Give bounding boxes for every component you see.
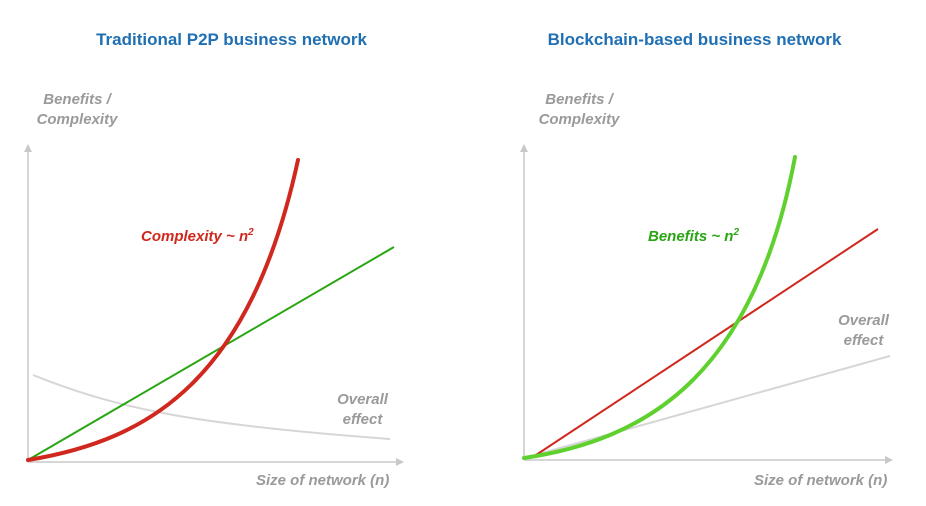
x-axis-arrow (396, 458, 404, 466)
y-axis-label: Benefits / Complexity (12, 90, 142, 130)
x-axis-label: Size of network (n) (754, 472, 888, 489)
benefits-annotation-text: Benefits ~ n (648, 228, 734, 245)
overall-effect-line2: effect (342, 411, 383, 428)
y-axis-arrow (520, 144, 528, 152)
y-axis-label-line2: Complexity (36, 111, 118, 128)
x-axis-label: Size of network (n) (256, 472, 390, 489)
benefits-annotation-sup: 2 (733, 227, 739, 238)
y-axis-label-line2: Complexity (538, 111, 620, 128)
y-axis-arrow (24, 144, 32, 152)
complexity-annotation: Complexity ~ n2 (141, 227, 254, 245)
complexity-annotation-sup: 2 (248, 227, 254, 238)
chart-blockchain-based: Blockchain-based business network Benefi… (463, 0, 926, 506)
overall-effect-annotation: Overall effect (330, 390, 395, 430)
y-axis-label-line1: Benefits / (43, 91, 111, 108)
overall-effect-line1: Overall (337, 391, 388, 408)
chart-title: Traditional P2P business network (96, 30, 367, 49)
overall-effect-annotation: Overall effect (831, 311, 896, 351)
complexity-annotation-text: Complexity ~ n (141, 228, 249, 245)
y-axis-label-line1: Benefits / (545, 91, 613, 108)
complexity-linear-line (535, 228, 879, 456)
benefits-quadratic-curve (522, 155, 797, 460)
chart-title: Blockchain-based business network (547, 30, 842, 49)
x-axis-arrow (885, 456, 893, 464)
chart-traditional-p2p: Traditional P2P business network Benefit… (12, 30, 404, 489)
benefits-annotation: Benefits ~ n2 (648, 227, 739, 245)
overall-effect-curve (32, 374, 391, 440)
y-axis-label: Benefits / Complexity (514, 90, 644, 130)
overall-effect-line1: Overall (838, 312, 889, 329)
plot-area (520, 144, 893, 464)
complexity-quadratic-curve (26, 158, 300, 462)
overall-effect-line (523, 355, 891, 459)
overall-effect-line2: effect (843, 332, 884, 349)
benefits-linear-line (27, 246, 395, 461)
plot-area (24, 144, 404, 466)
